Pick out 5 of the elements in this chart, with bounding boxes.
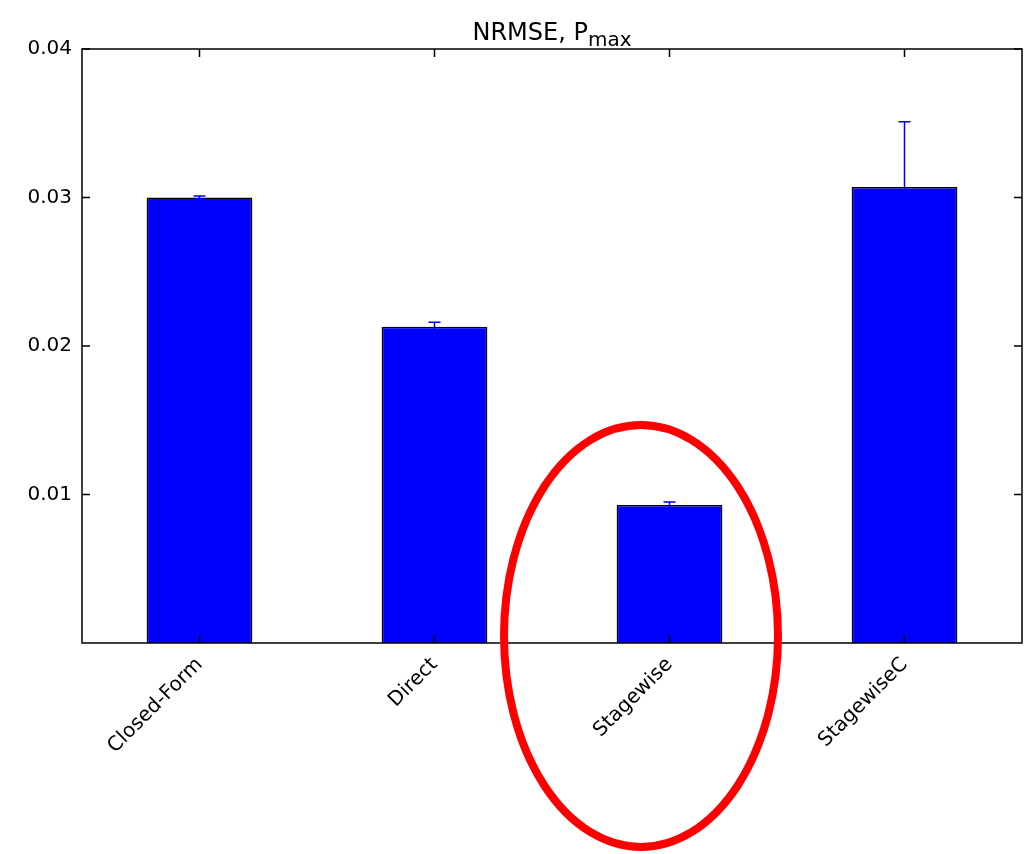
- y-tick-label: 0.02: [27, 332, 72, 357]
- y-tick-label: 0.04: [27, 35, 72, 60]
- chart-title: NRMSE, P$_{max}$: [471, 18, 633, 51]
- y-tick-label: 0.03: [27, 183, 72, 208]
- y-tick-label: 0.01: [27, 480, 72, 505]
